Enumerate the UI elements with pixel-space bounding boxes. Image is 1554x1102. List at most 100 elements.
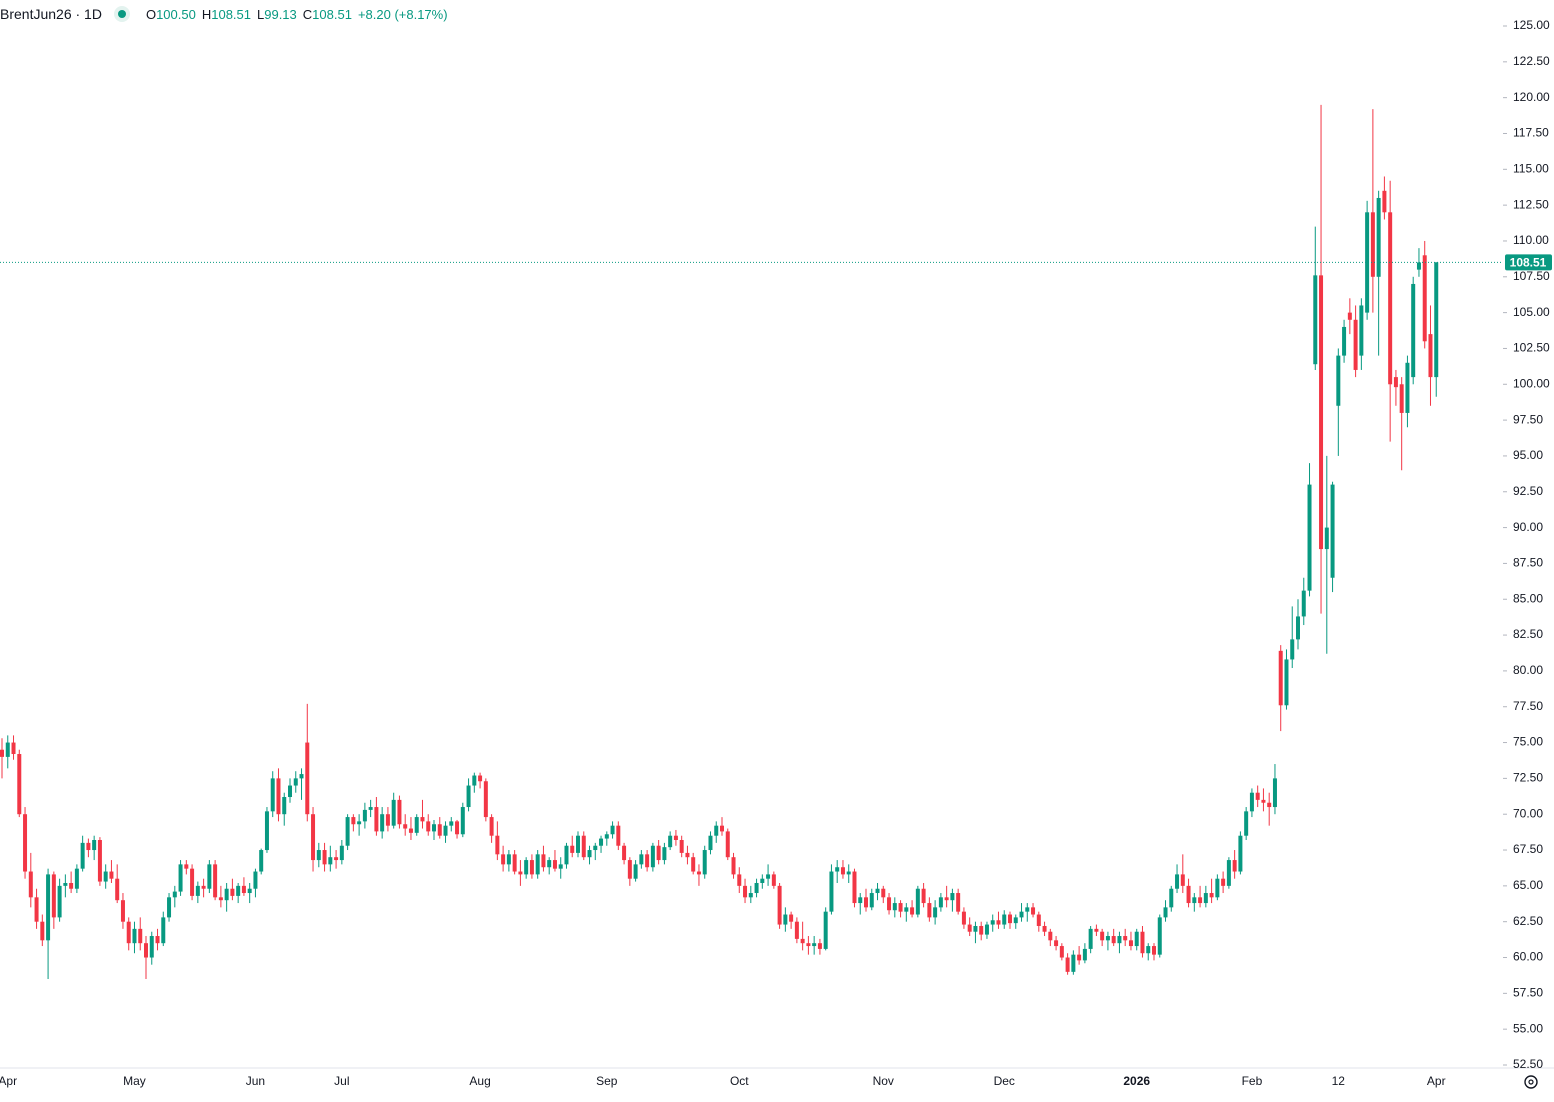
y-tick-label: 57.50 [1513,986,1543,1000]
candle-body [40,921,45,941]
y-tick-label: 87.50 [1513,556,1543,570]
candle-body [766,874,771,879]
candle-body [1221,878,1226,886]
candle-body [374,807,379,832]
candle-body [420,817,425,822]
candle-body [714,825,719,836]
candle-body [754,882,759,894]
x-tick-label: Apr [0,1074,17,1088]
candle-body [1071,954,1076,972]
settings-icon-center[interactable] [1528,1079,1534,1085]
candle-body [501,854,506,865]
legend-header: BrentJun26 · 1D O 100.50 H 108.51 L 99.13 C… [0,6,448,22]
candle-body [996,920,1001,925]
high-value: 108.51 [211,6,251,22]
candle-body [973,925,978,932]
candle-body [1376,197,1381,277]
candle-body [852,871,857,904]
candle-body [1134,931,1139,947]
candle-body [979,925,984,935]
high-label: H [201,6,212,22]
candle-body [1008,914,1012,924]
candle-body [1100,931,1105,941]
y-tick-label: 55.00 [1513,1021,1543,1035]
candle-body [1313,275,1318,365]
candle-body [46,874,51,941]
settings-icon-ring[interactable] [1524,1075,1538,1089]
candle-body [495,835,500,855]
candle-body [656,845,661,861]
candle-body [552,860,557,869]
candle-body [673,835,678,841]
candle-body [149,936,154,958]
candle-body [627,860,632,879]
candle-body [322,850,327,865]
settings-icon[interactable] [1524,1075,1538,1089]
candle-body [938,897,943,908]
candle-body [236,885,241,896]
candle-body [432,824,436,832]
candle-body [201,885,206,889]
candle-body [898,903,903,912]
candle-body [846,871,851,875]
candle-body [1307,484,1312,591]
candle-body [668,835,673,848]
y-tick-label: 82.50 [1513,627,1543,641]
candle-body [789,914,794,922]
candle-body [1031,907,1036,915]
candle-body [1215,878,1220,898]
candle-body [1123,936,1128,941]
candle-body [1261,799,1266,803]
candle-body [662,847,667,861]
candle-body [397,799,402,825]
candle-body [1393,377,1398,388]
y-tick-label: 90.00 [1513,520,1543,534]
candle-body [334,857,339,861]
candle-body [1163,907,1168,918]
candle-body [1192,897,1197,904]
y-tick-label: 92.50 [1513,484,1543,498]
candle-body [645,854,650,868]
candle-body [1042,925,1047,932]
y-tick-label: 52.50 [1513,1057,1543,1071]
candle-body [414,817,419,833]
candle-body [1347,312,1352,320]
candle-body [230,888,235,896]
candle-body [103,871,108,882]
x-tick-label: Oct [730,1074,749,1088]
status-dot [117,10,126,18]
candle-body [5,742,10,757]
candle-body [633,864,638,879]
y-tick-label: 100.00 [1513,376,1550,390]
x-tick-label: 12 [1332,1074,1346,1088]
candle-body [696,871,701,875]
y-tick-label: 125.00 [1513,18,1550,32]
candle-body [1019,911,1024,918]
candle-body [892,903,897,911]
candle-body [92,840,97,851]
y-tick-label: 107.50 [1513,269,1550,283]
candle-body [685,852,690,858]
candle-body [1152,946,1156,955]
candle-body [1169,888,1174,908]
candle-body [576,835,580,853]
y-tick-label: 67.50 [1513,842,1543,856]
candle-body [293,778,298,786]
candle-body [1025,907,1030,912]
candle-body [1319,275,1324,550]
candle-body [368,807,373,810]
candle-body [875,888,880,894]
candle-body [1198,897,1203,904]
candle-body [1065,957,1070,972]
change-value: +8.20 (+8.17%) [357,6,448,22]
x-tick-label: Jul [334,1074,349,1088]
candle-body [97,840,102,882]
y-tick-label: 122.50 [1513,54,1550,68]
candle-body [921,888,926,904]
x-tick-label: Sep [596,1074,618,1088]
candle-body [276,778,281,815]
candle-body [1411,283,1416,378]
candle-body [34,897,39,922]
candle-body [1330,484,1335,578]
